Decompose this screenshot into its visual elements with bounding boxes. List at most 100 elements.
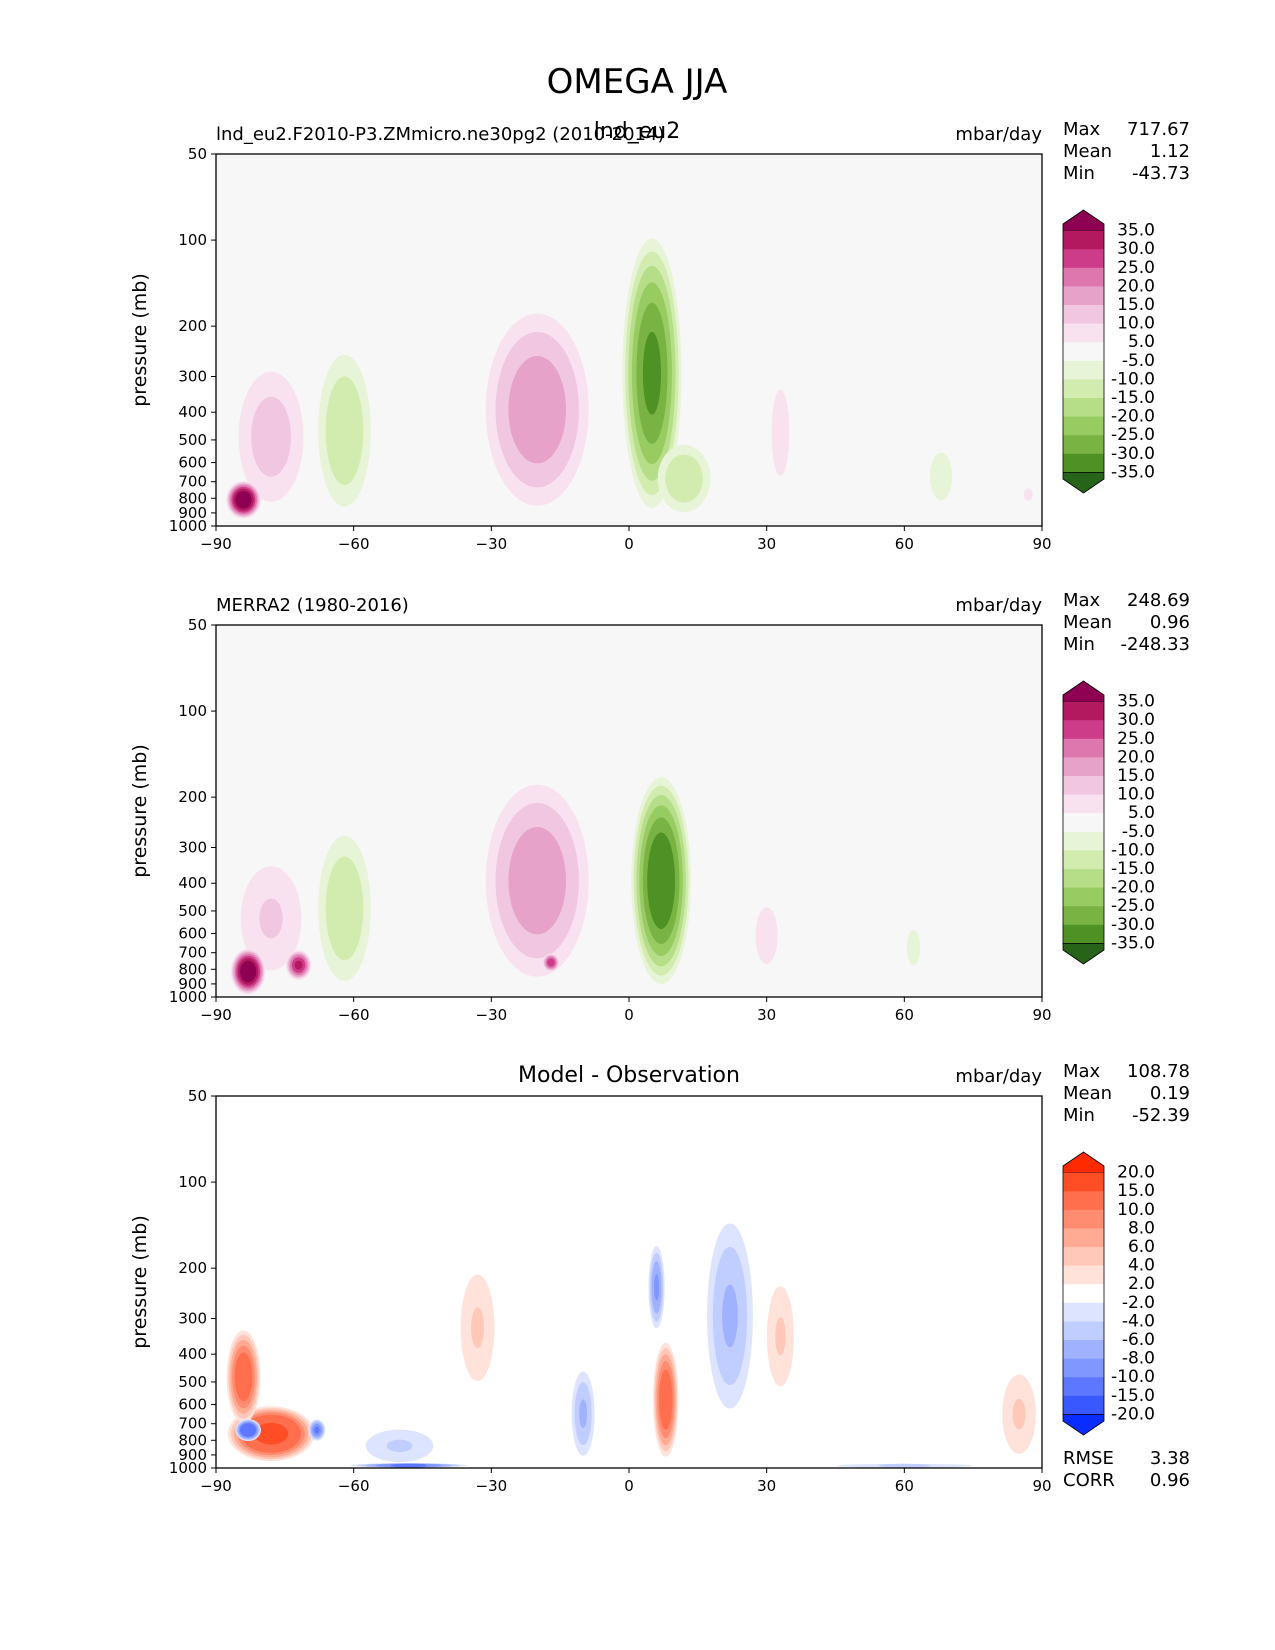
x-tick-label: 60 (895, 535, 914, 553)
stat-label: Max (1063, 119, 1101, 140)
colorbar-bin (1063, 906, 1104, 926)
contour-band (929, 452, 953, 501)
colorbar-label: -6.0 (1122, 1330, 1155, 1350)
colorbar-bin (1063, 1172, 1104, 1192)
stat-value: 0.96 (1150, 1470, 1190, 1491)
contour-feature (285, 950, 312, 980)
contour-band (259, 898, 283, 939)
colorbar-label: -8.0 (1122, 1349, 1155, 1369)
colorbar-label: -5.0 (1122, 822, 1155, 842)
contour-band (775, 1317, 786, 1356)
x-tick-label: 30 (757, 1006, 776, 1024)
colorbar: 20.015.010.08.06.04.02.0-2.0-4.0-6.0-8.0… (1062, 1151, 1155, 1436)
colorbar-bin (1063, 776, 1104, 796)
y-tick-label: 900 (178, 975, 207, 993)
colorbar-label: 4.0 (1128, 1256, 1155, 1276)
contour-band (325, 376, 364, 486)
y-tick-label: 800 (178, 1431, 207, 1449)
colorbar-label: -20.0 (1111, 878, 1155, 898)
colorbar-extend-bottom (1062, 943, 1105, 965)
contour-feature (460, 1274, 495, 1382)
colorbar-bin (1063, 1228, 1104, 1248)
y-tick-label: 50 (188, 1087, 207, 1105)
colorbar-label: 10.0 (1117, 785, 1155, 805)
colorbar-bin (1063, 1247, 1104, 1267)
colorbar-label: 25.0 (1117, 258, 1155, 278)
colorbar-bin (1063, 453, 1104, 473)
y-tick-label: 100 (178, 702, 207, 720)
colorbar-bin (1063, 267, 1104, 287)
contour-band (1023, 488, 1033, 501)
colorbar-bin (1063, 831, 1104, 851)
colorbar-label: -15.0 (1111, 1386, 1155, 1406)
y-tick-label: 300 (178, 838, 207, 856)
x-tick-label: −90 (200, 1006, 232, 1024)
y-tick-label: 1000 (169, 1459, 207, 1477)
contour-band (254, 1422, 289, 1445)
y-tick-label: 200 (178, 317, 207, 335)
colorbar-label: 30.0 (1117, 239, 1155, 259)
stat-value: -52.39 (1132, 1105, 1190, 1126)
contour-feature (755, 907, 778, 965)
contour-band (386, 1439, 413, 1453)
stat-value: -43.73 (1132, 163, 1190, 184)
colorbar-bin (1063, 813, 1104, 833)
contour-band (508, 826, 567, 935)
figure-title: OMEGA JJA (547, 62, 728, 102)
x-tick-label: 60 (895, 1006, 914, 1024)
contour-feature (771, 389, 790, 477)
x-tick-label: 0 (624, 535, 634, 553)
contour-band (251, 396, 292, 477)
colorbar-bin (1063, 435, 1104, 455)
contour-band (471, 1307, 485, 1349)
stat-label: Mean (1063, 1083, 1112, 1104)
contour-band (878, 1463, 931, 1468)
panel-title-left: MERRA2 (1980-2016) (216, 595, 409, 616)
contour-feature (226, 481, 261, 519)
colorbar-label: -25.0 (1111, 425, 1155, 445)
y-tick-label: 900 (178, 504, 207, 522)
contour-band (659, 1369, 673, 1430)
contour-band (240, 1423, 257, 1437)
colorbar-bin (1063, 924, 1104, 944)
colorbar-label: 2.0 (1128, 1274, 1155, 1294)
panel-units: mbar/day (955, 595, 1042, 616)
y-tick-label: 600 (178, 925, 207, 943)
colorbar-bin (1063, 757, 1104, 777)
contour-field (226, 238, 1033, 519)
contour-feature (230, 948, 266, 995)
y-tick-label: 500 (178, 431, 207, 449)
stat-label: Min (1063, 1105, 1095, 1126)
contour-band (294, 960, 303, 970)
stat-label: Mean (1063, 612, 1112, 633)
contour-band (547, 958, 555, 967)
y-tick-label: 300 (178, 1309, 207, 1327)
stat-value: 0.96 (1150, 612, 1190, 633)
y-tick-label: 50 (188, 145, 207, 163)
colorbar-bin (1063, 1209, 1104, 1229)
contour-feature (766, 1286, 794, 1387)
x-tick-label: 30 (757, 535, 776, 553)
colorbar-label: 35.0 (1117, 221, 1155, 241)
colorbar-label: -30.0 (1111, 915, 1155, 935)
x-tick-label: −30 (476, 1006, 508, 1024)
contour-band (314, 1426, 320, 1434)
y-tick-label: 600 (178, 454, 207, 472)
y-tick-label: 700 (178, 473, 207, 491)
contour-band (665, 454, 703, 503)
contour-feature (929, 452, 953, 501)
x-tick-label: 60 (895, 1477, 914, 1495)
colorbar-bin (1063, 323, 1104, 343)
y-tick-label: 600 (178, 1396, 207, 1414)
colorbar-label: -2.0 (1122, 1293, 1155, 1313)
colorbar-label: -35.0 (1111, 462, 1155, 482)
contour-feature (240, 866, 302, 971)
plot-area (216, 1096, 1042, 1468)
stat-label: Min (1063, 634, 1095, 655)
stat-label: RMSE (1063, 1448, 1114, 1469)
y-tick-label: 100 (178, 231, 207, 249)
contour-band (240, 960, 257, 983)
contour-feature (238, 371, 304, 502)
colorbar-extend-bottom (1062, 471, 1105, 494)
colorbar-extend-top (1062, 209, 1105, 232)
